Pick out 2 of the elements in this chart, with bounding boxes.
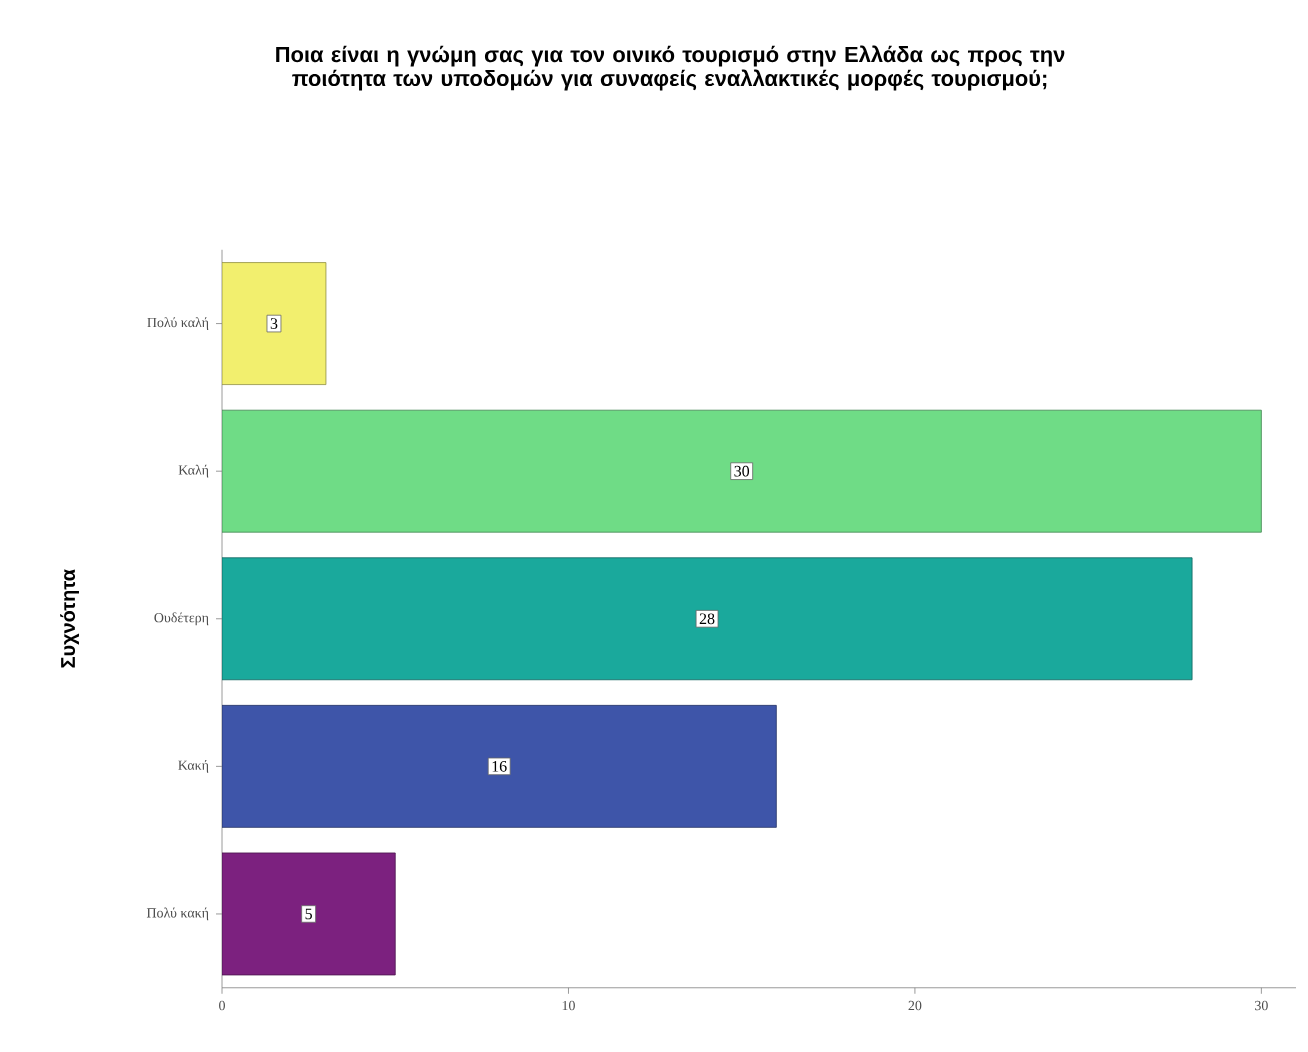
y-axis-title: Συχνότητα: [60, 569, 79, 668]
chart-title: Ποια είναι η γνώμη σας για τον οινικό τουρισμό στην Ελλάδα ως προς την ποιότητα των υποδομών για συναφείς εναλλακτικές μορφές τουρισμού;: [276, 45, 1065, 91]
